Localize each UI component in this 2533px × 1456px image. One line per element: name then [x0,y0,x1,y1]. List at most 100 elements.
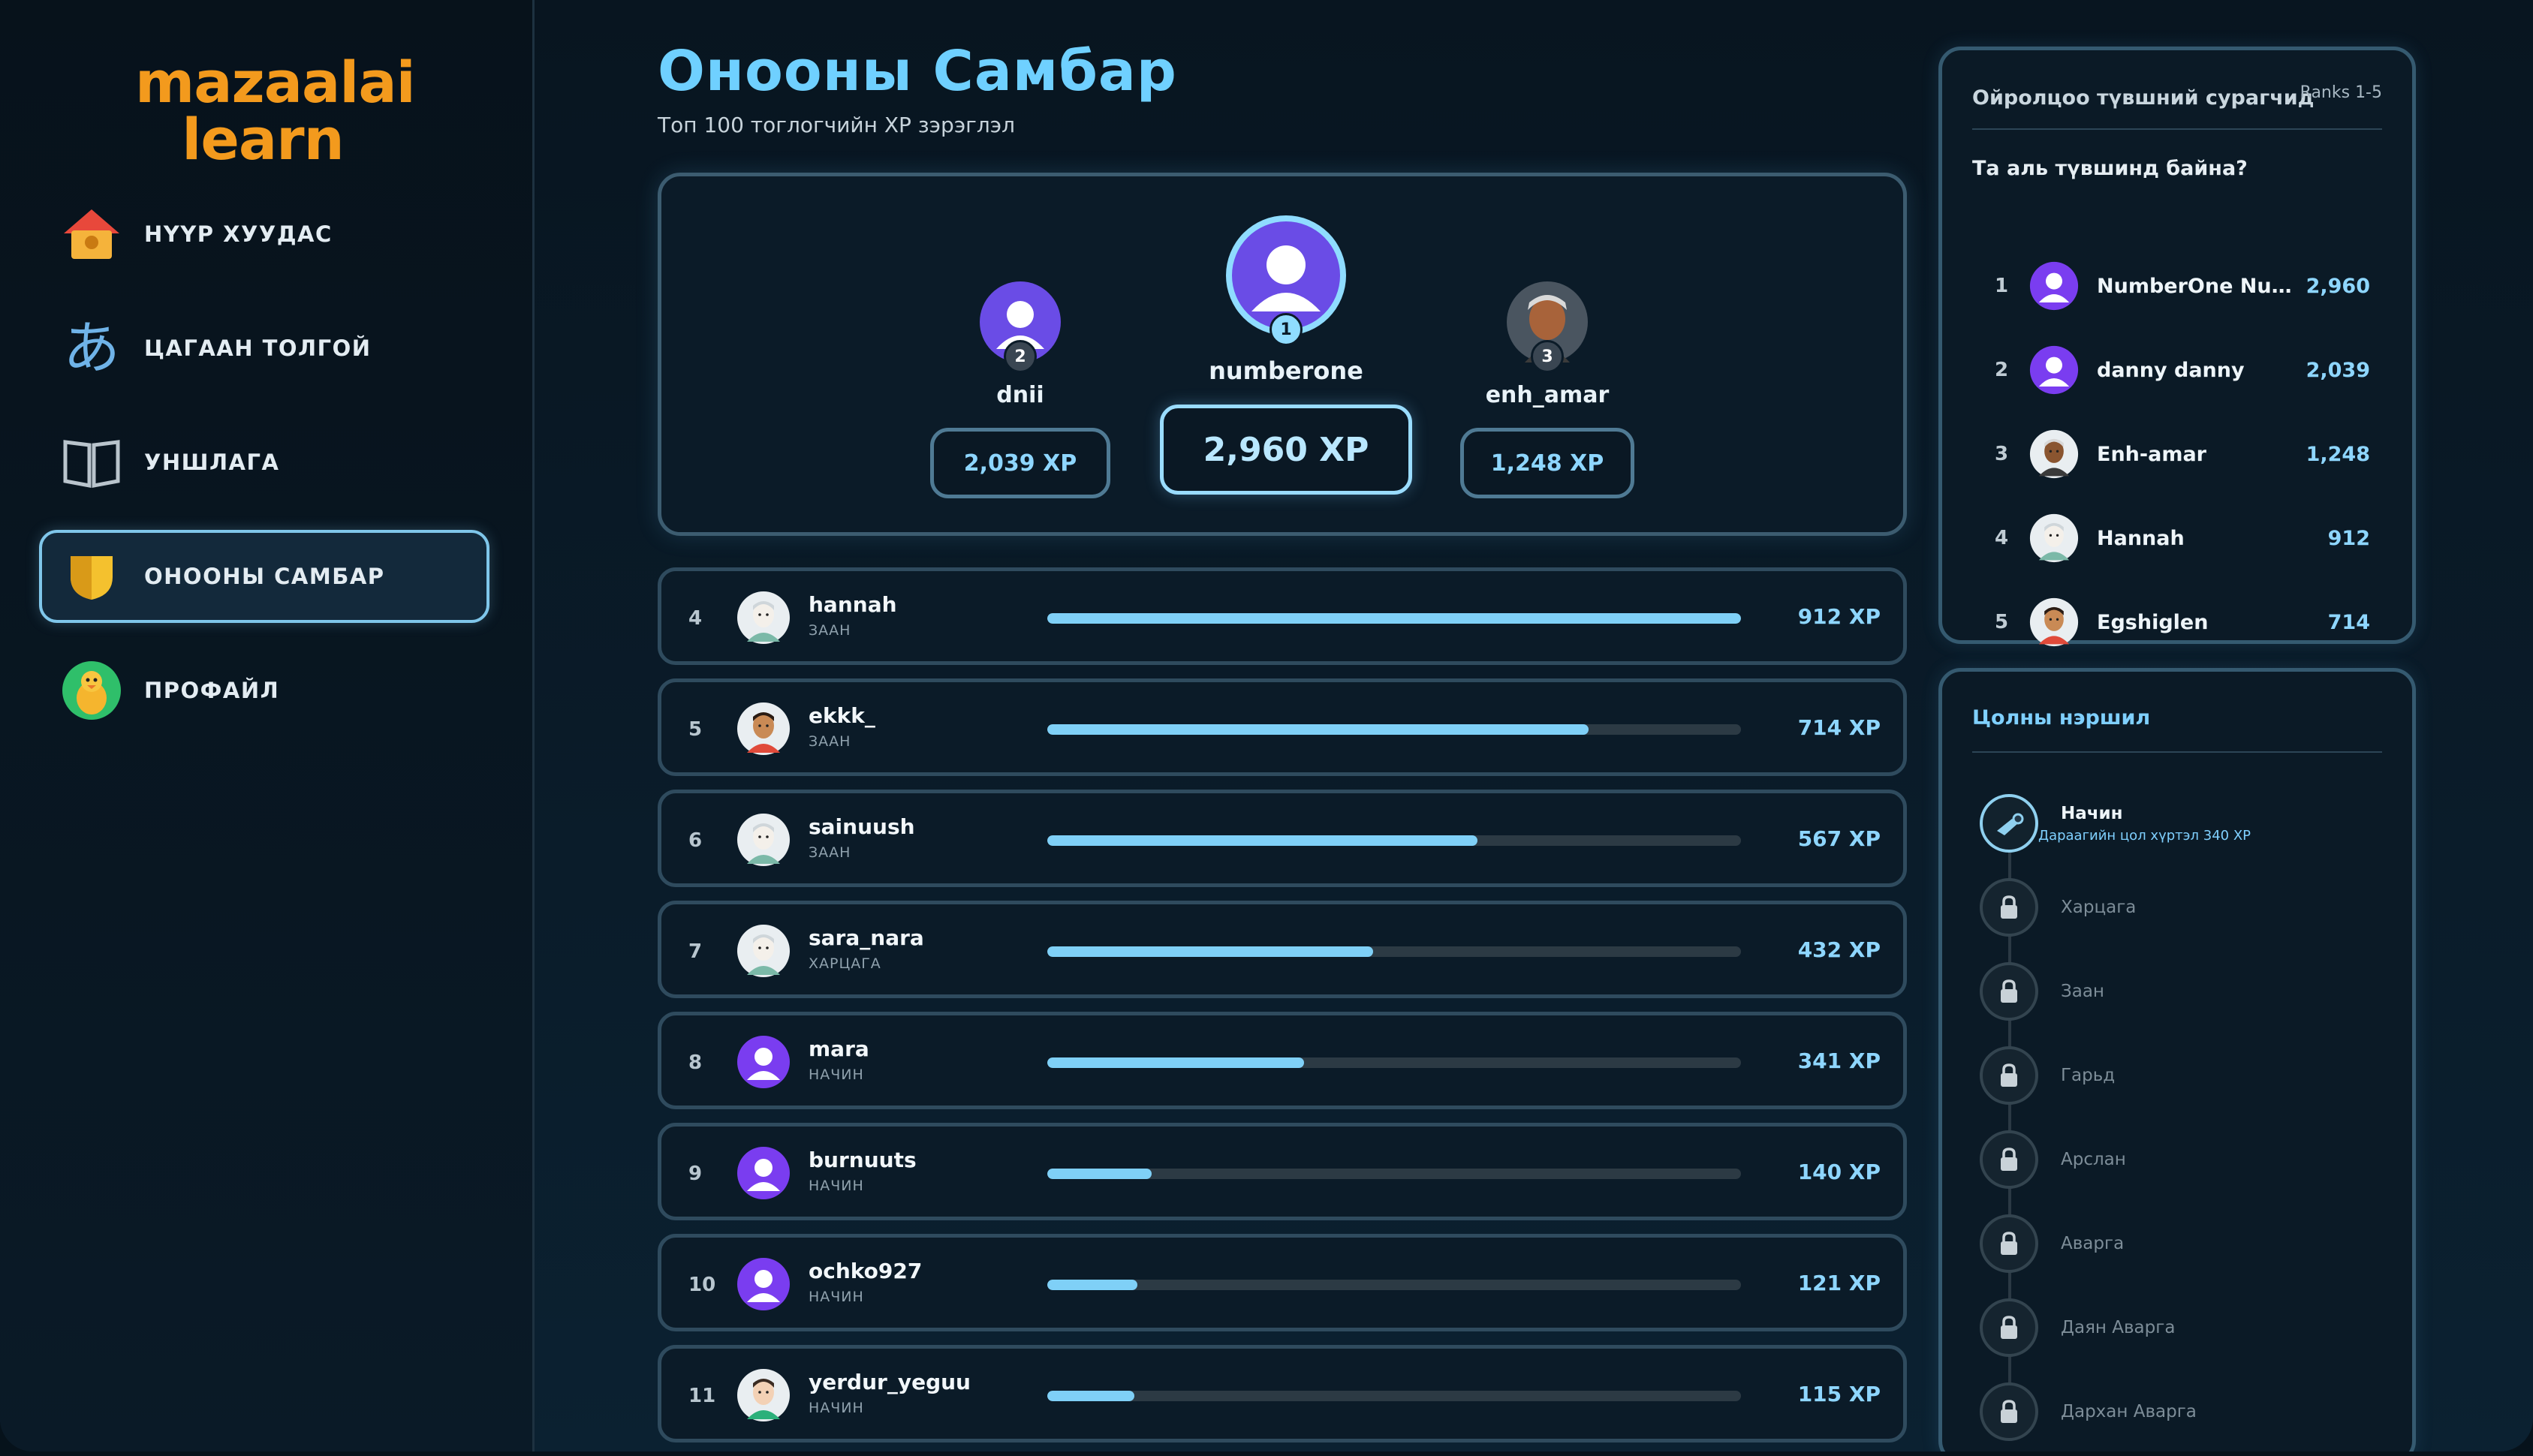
leaderboard-row[interactable]: 10 ochko927 НАЧИН 121 XP [658,1234,1907,1331]
sidebar-item-profile[interactable]: ПРОФАЙЛ [39,644,489,737]
nearby-rank: 4 [1995,527,2009,549]
tier-locked: Даян Аварга [1980,1296,2385,1359]
user-avatar [736,813,791,867]
nearby-question: Та аль түвшинд байна? [1972,157,2248,180]
row-username: sainuush [809,814,915,839]
row-xp: 714 XP [1797,715,1881,740]
panel-title: Цолны нэршил [1972,706,2151,730]
panel-title: Ойролцоо түвшний сурагчид [1972,86,2315,110]
xp-progress-fill [1047,946,1374,957]
ranks-panel: Цолны нэршил Начин Дараагийн цол хүртэл 3… [1938,668,2416,1451]
leaderboard-row[interactable]: 5 ekkk_ ЗААН 714 XP [658,678,1907,776]
nearby-name: danny danny [2097,358,2245,382]
leaderboard-row[interactable]: 6 sainuush ЗААН 567 XP [658,790,1907,887]
lock-icon [1980,1046,2038,1105]
xp-progress-fill [1047,1057,1304,1068]
user-avatar [736,1368,791,1422]
app-logo[interactable]: mazaalai learn [135,49,416,173]
row-rank: 6 [688,829,703,852]
xp-progress-fill [1047,835,1477,846]
nearby-points: 714 [2327,610,2370,634]
leaderboard-row[interactable]: 8 mara НАЧИН 341 XP [658,1012,1907,1109]
nearby-name: NumberOne Num... [2097,274,2307,298]
lock-icon [1980,962,2038,1021]
leaderboard-row[interactable]: 7 sara_nara ХАРЦАГА 432 XP [658,901,1907,998]
nearby-row[interactable]: 4 Hannah 912 [1972,508,2390,568]
page-subtitle: Топ 100 тоглогчийн XP зэрэглэл [658,113,1016,137]
sidebar-item-reading[interactable]: УНШЛАГА [39,416,489,509]
xp-progress-bar [1047,946,1741,957]
tier-locked: Аварга [1980,1212,2385,1275]
nearby-points: 2,039 [2306,358,2370,382]
podium-first[interactable]: 1 numberone 2,960 XP [1160,214,1412,495]
row-xp: 121 XP [1797,1271,1881,1295]
podium-name: enh_amar [1485,382,1610,408]
user-avatar [1507,281,1588,362]
nearby-points: 1,248 [2306,442,2370,466]
user-avatar [2029,597,2079,647]
row-xp: 432 XP [1797,937,1881,962]
nearby-row[interactable]: 2 danny danny 2,039 [1972,340,2390,400]
row-rank: 8 [688,1051,703,1074]
nearby-row[interactable]: 1 NumberOne Num... 2,960 [1972,256,2390,316]
nearby-row[interactable]: 3 Enh-amar 1,248 [1972,424,2390,484]
podium-second[interactable]: 2 dnii 2,039 XP [930,280,1110,498]
nearby-points: 2,960 [2306,274,2370,298]
page-title: Онооны Самбар [658,39,1177,104]
lock-icon [1980,1214,2038,1273]
row-xp: 912 XP [1797,604,1881,629]
xp-progress-bar [1047,835,1741,846]
user-avatar [2029,261,2079,311]
xp-progress-bar [1047,724,1741,735]
nearby-rank: 3 [1995,443,2009,465]
podium-third[interactable]: 3 enh_amar 1,248 XP [1460,280,1634,498]
nearby-panel: Ойролцоо түвшний сурагчид Ranks 1-5 Та а… [1938,47,2416,647]
user-avatar [736,702,791,756]
sidebar-item-label: ПРОФАЙЛ [144,678,280,703]
user-avatar [2029,429,2079,479]
leaderboard-row[interactable]: 11 yerdur_yeguu НАЧИН 115 XP [658,1345,1907,1442]
row-xp: 341 XP [1797,1048,1881,1073]
row-tier: ЗААН [809,622,851,639]
tier-locked: Заан [1980,960,2385,1023]
nearby-name: Enh-amar [2097,442,2206,466]
sidebar-item-leaderboard[interactable]: ОНООНЫ САМБАР [39,530,489,623]
row-username: ochko927 [809,1259,923,1283]
xp-progress-fill [1047,1391,1134,1401]
row-tier: НАЧИН [809,1066,864,1083]
ranks-tag: Ranks 1-5 [2300,83,2382,102]
user-avatar [736,1146,791,1200]
divider [1972,128,2382,130]
leaderboard-row[interactable]: 9 burnuuts НАЧИН 140 XP [658,1123,1907,1220]
user-avatar [736,1257,791,1311]
user-avatar [2029,345,2079,395]
row-rank: 11 [688,1385,716,1407]
row-rank: 7 [688,940,703,963]
xp-progress-bar [1047,1280,1741,1290]
sidebar-item-alphabet[interactable]: あ ЦАГААН ТОЛГОЙ [39,302,489,395]
row-rank: 5 [688,718,703,741]
tier-locked: Гарьд [1980,1044,2385,1107]
sidebar-item-home[interactable]: НҮҮР ХУУДАС [39,188,489,281]
podium-name: dnii [996,382,1044,408]
row-username: sara_nara [809,925,924,950]
lock-icon [1980,1130,2038,1189]
lock-icon [1980,878,2038,937]
row-tier: ХАРЦАГА [809,955,881,972]
leaderboard-row[interactable]: 4 hannah ЗААН 912 XP [658,567,1907,665]
xp-progress-bar [1047,1169,1741,1179]
xp-progress-bar [1047,613,1741,624]
rank-badge: 3 [1531,340,1564,373]
rank-badge: 1 [1270,313,1303,346]
row-username: burnuuts [809,1148,917,1172]
nearby-points: 912 [2327,526,2370,550]
rank-badge: 2 [1004,340,1037,373]
podium: 2 dnii 2,039 XP 1 numberone 2,960 X [658,173,1907,536]
nearby-row[interactable]: 5 Egshiglen 714 [1972,592,2390,652]
nearby-rank: 1 [1995,275,2009,297]
row-rank: 9 [688,1163,703,1185]
user-avatar [736,1035,791,1089]
tier-name: Гарьд [2061,1066,2116,1085]
tier-name: Арслан [2061,1150,2126,1169]
tier-current: Начин Дараагийн цол хүртэл 340 XP [1980,792,2385,855]
